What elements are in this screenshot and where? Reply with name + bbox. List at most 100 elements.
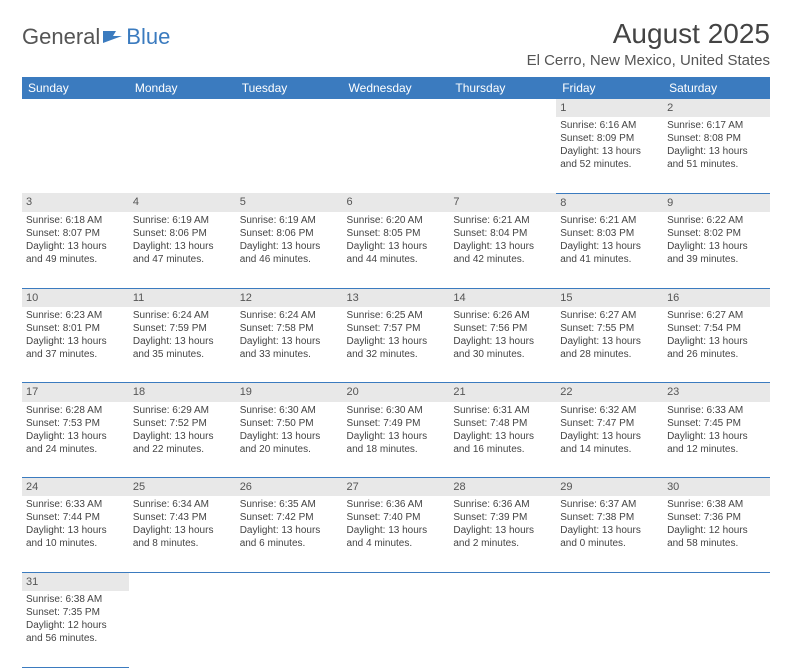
day-cell: Sunrise: 6:26 AMSunset: 7:56 PMDaylight:… (449, 307, 556, 383)
day-cell: Sunrise: 6:21 AMSunset: 8:03 PMDaylight:… (556, 212, 663, 288)
day-cell: Sunrise: 6:30 AMSunset: 7:49 PMDaylight:… (343, 402, 450, 478)
day-number (449, 99, 556, 117)
day-detail-line: Sunrise: 6:20 AM (347, 214, 446, 227)
day-detail-line: and 42 minutes. (453, 253, 552, 266)
day-detail-line: Sunset: 7:58 PM (240, 322, 339, 335)
logo-text-blue: Blue (126, 24, 170, 50)
day-number: 15 (556, 288, 663, 307)
day-number: 3 (22, 193, 129, 212)
calendar-table: SundayMondayTuesdayWednesdayThursdayFrid… (22, 77, 770, 668)
day-cell: Sunrise: 6:18 AMSunset: 8:07 PMDaylight:… (22, 212, 129, 288)
day-number: 31 (22, 572, 129, 591)
day-detail-line: Sunset: 7:36 PM (667, 511, 766, 524)
day-cell: Sunrise: 6:34 AMSunset: 7:43 PMDaylight:… (129, 496, 236, 572)
day-detail-line: Sunrise: 6:35 AM (240, 498, 339, 511)
day-detail-line: Sunrise: 6:30 AM (240, 404, 339, 417)
data-row: Sunrise: 6:23 AMSunset: 8:01 PMDaylight:… (22, 307, 770, 383)
location-text: El Cerro, New Mexico, United States (527, 52, 770, 69)
day-detail-line: Sunrise: 6:26 AM (453, 309, 552, 322)
day-detail-line: Sunrise: 6:23 AM (26, 309, 125, 322)
day-detail-line: Daylight: 12 hours (667, 524, 766, 537)
day-detail-line: Daylight: 13 hours (453, 335, 552, 348)
day-cell: Sunrise: 6:27 AMSunset: 7:55 PMDaylight:… (556, 307, 663, 383)
day-detail-line: Sunset: 7:48 PM (453, 417, 552, 430)
day-detail-line: and 33 minutes. (240, 348, 339, 361)
day-detail-line: Daylight: 13 hours (347, 335, 446, 348)
day-number (556, 572, 663, 591)
day-number (129, 99, 236, 117)
day-number: 30 (663, 478, 770, 497)
day-detail-line: Daylight: 13 hours (667, 430, 766, 443)
day-detail-line: and 28 minutes. (560, 348, 659, 361)
day-detail-line: Daylight: 13 hours (240, 524, 339, 537)
day-detail-line: Daylight: 13 hours (133, 524, 232, 537)
day-detail-line: Daylight: 13 hours (560, 430, 659, 443)
day-number (343, 572, 450, 591)
day-detail-line: and 52 minutes. (560, 158, 659, 171)
day-detail-line: Sunset: 8:04 PM (453, 227, 552, 240)
day-detail-line: and 46 minutes. (240, 253, 339, 266)
day-detail-line: Sunset: 7:52 PM (133, 417, 232, 430)
day-detail-line: and 16 minutes. (453, 443, 552, 456)
day-detail-line: Daylight: 13 hours (453, 240, 552, 253)
day-cell: Sunrise: 6:24 AMSunset: 7:58 PMDaylight:… (236, 307, 343, 383)
day-cell: Sunrise: 6:16 AMSunset: 8:09 PMDaylight:… (556, 117, 663, 193)
day-header: Friday (556, 77, 663, 99)
day-detail-line: Daylight: 13 hours (347, 240, 446, 253)
day-number: 11 (129, 288, 236, 307)
day-detail-line: Daylight: 13 hours (26, 524, 125, 537)
day-detail-line: Sunset: 7:35 PM (26, 606, 125, 619)
day-detail-line: and 6 minutes. (240, 537, 339, 550)
day-number: 17 (22, 383, 129, 402)
day-number: 26 (236, 478, 343, 497)
day-cell: Sunrise: 6:24 AMSunset: 7:59 PMDaylight:… (129, 307, 236, 383)
day-detail-line: and 12 minutes. (667, 443, 766, 456)
day-detail-line: Daylight: 13 hours (347, 524, 446, 537)
data-row: Sunrise: 6:16 AMSunset: 8:09 PMDaylight:… (22, 117, 770, 193)
day-detail-line: and 0 minutes. (560, 537, 659, 550)
day-detail-line: Daylight: 13 hours (133, 240, 232, 253)
day-detail-line: and 47 minutes. (133, 253, 232, 266)
day-cell (22, 117, 129, 193)
day-detail-line: Sunrise: 6:16 AM (560, 119, 659, 132)
day-number: 8 (556, 193, 663, 212)
day-detail-line: Sunrise: 6:19 AM (240, 214, 339, 227)
day-detail-line: Sunset: 7:53 PM (26, 417, 125, 430)
day-detail-line: Sunset: 7:59 PM (133, 322, 232, 335)
day-detail-line: Sunrise: 6:38 AM (667, 498, 766, 511)
day-number: 22 (556, 383, 663, 402)
day-detail-line: Daylight: 13 hours (667, 335, 766, 348)
day-detail-line: and 32 minutes. (347, 348, 446, 361)
day-detail-line: Sunset: 8:09 PM (560, 132, 659, 145)
day-cell (449, 117, 556, 193)
day-detail-line: Daylight: 13 hours (560, 145, 659, 158)
day-detail-line: Sunrise: 6:24 AM (240, 309, 339, 322)
day-detail-line: Sunrise: 6:21 AM (453, 214, 552, 227)
day-detail-line: Daylight: 13 hours (453, 524, 552, 537)
day-detail-line: Sunset: 8:06 PM (240, 227, 339, 240)
day-number: 10 (22, 288, 129, 307)
day-detail-line: Sunset: 7:42 PM (240, 511, 339, 524)
day-detail-line: Daylight: 13 hours (240, 240, 339, 253)
data-row: Sunrise: 6:33 AMSunset: 7:44 PMDaylight:… (22, 496, 770, 572)
day-detail-line: Sunset: 7:54 PM (667, 322, 766, 335)
data-row: Sunrise: 6:38 AMSunset: 7:35 PMDaylight:… (22, 591, 770, 667)
day-detail-line: Sunset: 7:45 PM (667, 417, 766, 430)
day-header: Saturday (663, 77, 770, 99)
day-number (22, 99, 129, 117)
data-row: Sunrise: 6:18 AMSunset: 8:07 PMDaylight:… (22, 212, 770, 288)
day-number: 9 (663, 193, 770, 212)
day-number: 13 (343, 288, 450, 307)
day-detail-line: Sunset: 8:07 PM (26, 227, 125, 240)
day-detail-line: Sunset: 8:02 PM (667, 227, 766, 240)
day-cell (129, 591, 236, 667)
day-detail-line: Sunrise: 6:22 AM (667, 214, 766, 227)
day-detail-line: Sunrise: 6:37 AM (560, 498, 659, 511)
day-detail-line: Sunrise: 6:30 AM (347, 404, 446, 417)
day-number: 29 (556, 478, 663, 497)
day-detail-line: and 26 minutes. (667, 348, 766, 361)
day-detail-line: Sunset: 7:44 PM (26, 511, 125, 524)
day-detail-line: Sunrise: 6:33 AM (26, 498, 125, 511)
logo-flag-icon (102, 30, 124, 44)
day-detail-line: Sunrise: 6:29 AM (133, 404, 232, 417)
